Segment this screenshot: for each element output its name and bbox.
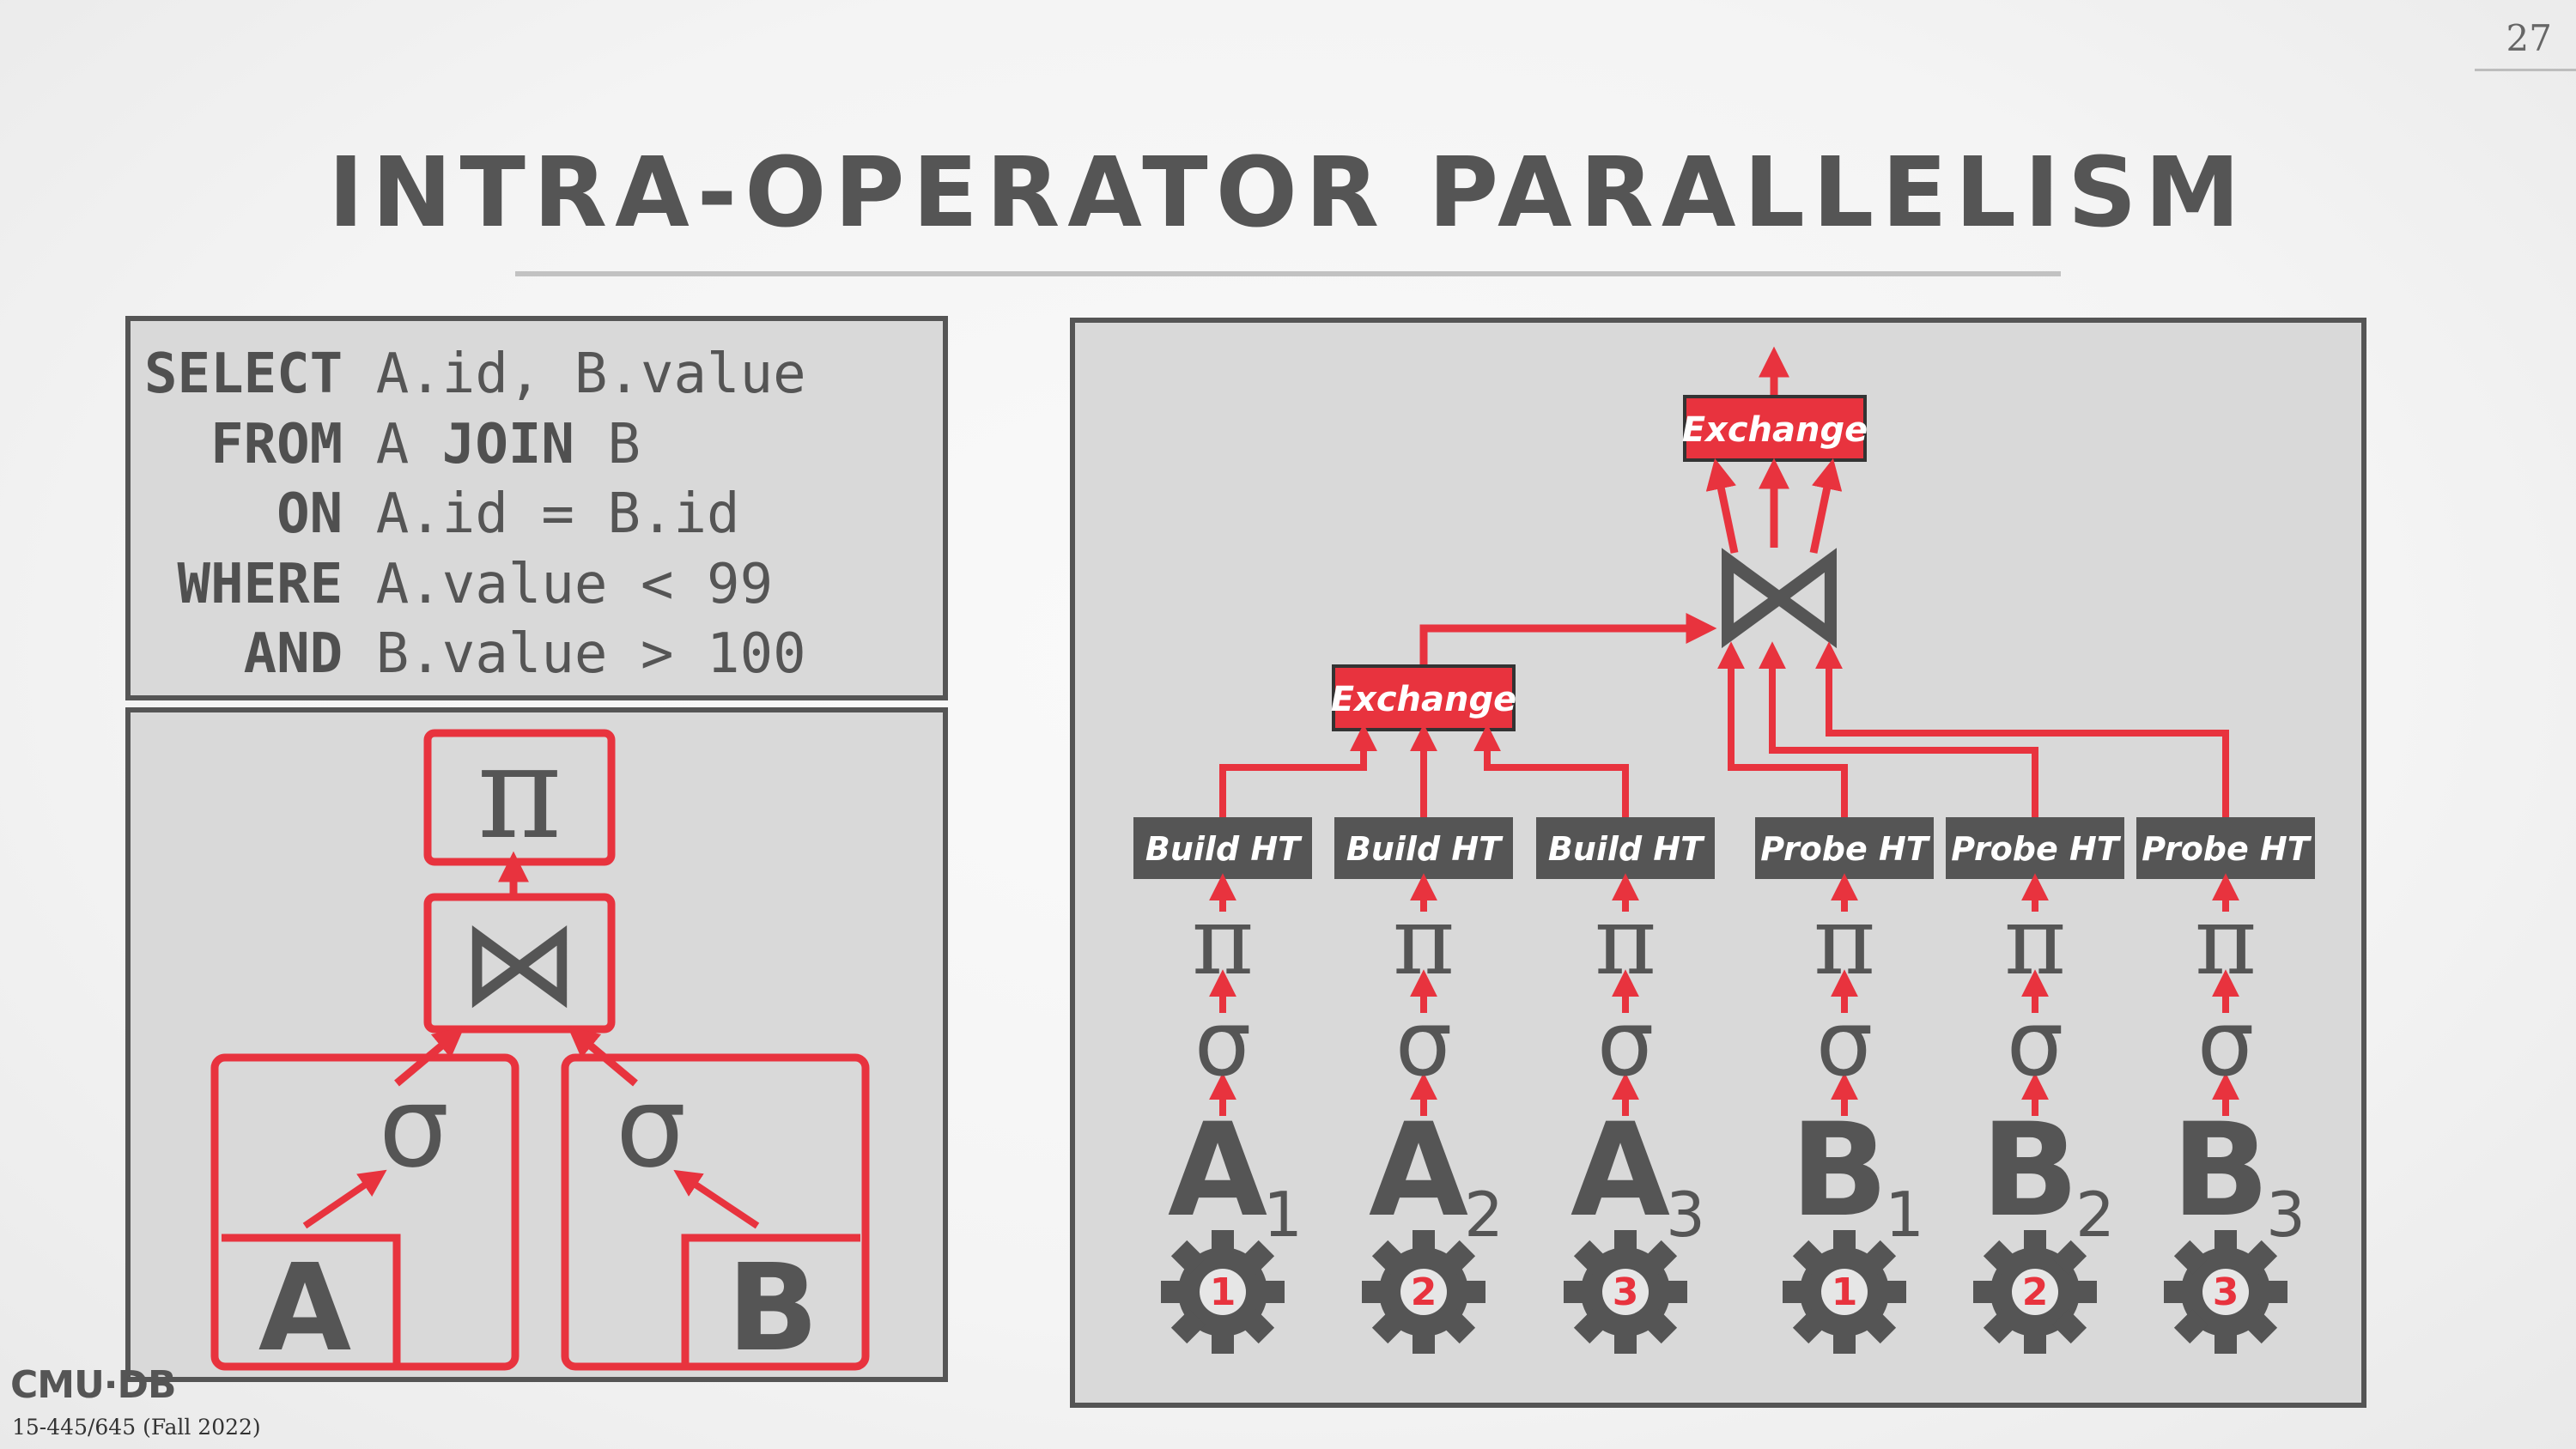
sql-text: A.value < 99: [343, 552, 774, 616]
projection-symbol: π: [1595, 886, 1656, 996]
selection-symbol-left: σ: [379, 1062, 449, 1192]
selection-symbol: σ: [1395, 991, 1453, 1096]
slide-title: INTRA-OPERATOR PARALLELISM: [328, 137, 2248, 249]
hash-table-op-label: Probe HT: [2142, 830, 2312, 868]
hash-table-op-node: [2136, 817, 2315, 879]
sql-keyword: ON: [144, 482, 343, 546]
join-node: [423, 893, 616, 1034]
table-node-right: [681, 1234, 860, 1367]
hash-table-op-label: Build HT: [1346, 830, 1504, 868]
exchange-build-label: Exchange: [1331, 680, 1517, 719]
partition-subscript: 2: [2075, 1179, 2115, 1251]
sql-text: B: [574, 412, 641, 476]
selection-node-right: [561, 1053, 870, 1371]
partition-subscript: 3: [1666, 1179, 1705, 1251]
selection-node-left: [210, 1053, 519, 1371]
sql-keyword: FROM: [144, 412, 343, 476]
sql-query-panel: SELECT A.id, B.value FROM A JOIN B ON A.…: [125, 316, 948, 700]
edge-join-to-exchange-top: [1705, 458, 1739, 554]
partition-subscript: 1: [1885, 1179, 1924, 1251]
logical-plan: π ⋈ σ A σ B: [210, 718, 870, 1379]
table-partition-label: A: [1168, 1096, 1267, 1246]
sql-query: SELECT A.id, B.value FROM A JOIN B ON A.…: [144, 340, 806, 690]
sql-keyword: JOIN: [441, 412, 574, 476]
projection-symbol: π: [2195, 886, 2257, 996]
sql-text: A.id, B.value: [343, 343, 806, 406]
exchange-build-node: [1332, 664, 1516, 731]
projection-symbol: π: [477, 718, 562, 868]
sql-keyword: WHERE: [144, 552, 343, 616]
projection-symbol: π: [1393, 886, 1455, 996]
sql-text: A: [343, 412, 442, 476]
selection-symbol: σ: [2007, 991, 2064, 1096]
edge-probe2-to-join: [1759, 641, 2038, 817]
edge-build3-to-exchange: [1473, 724, 1629, 817]
page-number: 27: [2506, 17, 2552, 59]
edge-build1-to-exchange: [1219, 724, 1377, 817]
selection-symbol-right: σ: [616, 1062, 686, 1192]
table-label-left: A: [258, 1239, 351, 1379]
edge-build-exchange-to-join: [1419, 613, 1717, 670]
cmu-db-logo: CMU·DB: [10, 1363, 177, 1407]
hash-table-op-node: [1334, 817, 1513, 879]
sql-text: A.id = B.id: [343, 482, 740, 546]
sql-keyword: AND: [144, 622, 343, 686]
worker-number: 2: [1411, 1270, 1437, 1314]
sql-text: B.value > 100: [343, 622, 806, 686]
title-underline: [515, 271, 2061, 276]
selection-symbol: σ: [1816, 991, 1874, 1096]
hash-table-op-node: [1133, 817, 1312, 879]
table-partition-label: B: [2172, 1096, 2269, 1246]
edge-table-a-to-selection: [302, 1169, 387, 1229]
sql-keyword: SELECT: [144, 343, 343, 406]
exchange-top-node: [1683, 395, 1867, 462]
table-partition-label: B: [1981, 1096, 2079, 1246]
table-partition-label: A: [1571, 1096, 1670, 1246]
selection-symbol: σ: [1194, 991, 1252, 1096]
edge-left-selection-to-join: [394, 1026, 465, 1087]
edge-probe1-to-join: [1717, 641, 1848, 817]
hash-table-op-node: [1946, 817, 2124, 879]
worker-number: 3: [1613, 1270, 1639, 1314]
edge-join-to-exchange-top: [1809, 458, 1843, 554]
hash-table-op-node: [1536, 817, 1715, 879]
exchange-top-label: Exchange: [1682, 410, 1868, 450]
worker-number: 1: [1832, 1270, 1858, 1314]
hash-table-op-label: Build HT: [1145, 830, 1303, 868]
worker-number: 2: [2022, 1270, 2049, 1314]
worker-number: 3: [2213, 1270, 2239, 1314]
logical-plan-panel: [125, 707, 948, 1382]
projection-symbol: π: [1814, 886, 1875, 996]
table-label-right: B: [727, 1239, 819, 1379]
hash-table-op-label: Probe HT: [1951, 830, 2122, 868]
selection-symbol: σ: [1597, 991, 1655, 1096]
worker-number: 1: [1210, 1270, 1236, 1314]
edge-right-selection-to-join: [567, 1026, 638, 1087]
course-label: 15-445/645 (Fall 2022): [12, 1415, 261, 1440]
partition-subscript: 2: [1464, 1179, 1504, 1251]
edge-table-b-to-selection: [673, 1169, 760, 1229]
join-symbol: ⋈: [459, 894, 580, 1034]
projection-symbol: π: [1192, 886, 1254, 996]
partition-subscript: 3: [2266, 1179, 2306, 1251]
edge-probe3-to-join: [1815, 641, 2229, 817]
table-node-left: [222, 1234, 401, 1367]
page-number-rule: [2475, 69, 2576, 71]
hash-table-op-label: Build HT: [1548, 830, 1705, 868]
hash-table-op-label: Probe HT: [1760, 830, 1931, 868]
projection-symbol: π: [2004, 886, 2066, 996]
table-partition-label: B: [1790, 1096, 1888, 1246]
hash-table-op-node: [1755, 817, 1934, 879]
partition-subscript: 1: [1263, 1179, 1303, 1251]
selection-symbol: σ: [2197, 991, 2255, 1096]
table-partition-label: A: [1369, 1096, 1468, 1246]
